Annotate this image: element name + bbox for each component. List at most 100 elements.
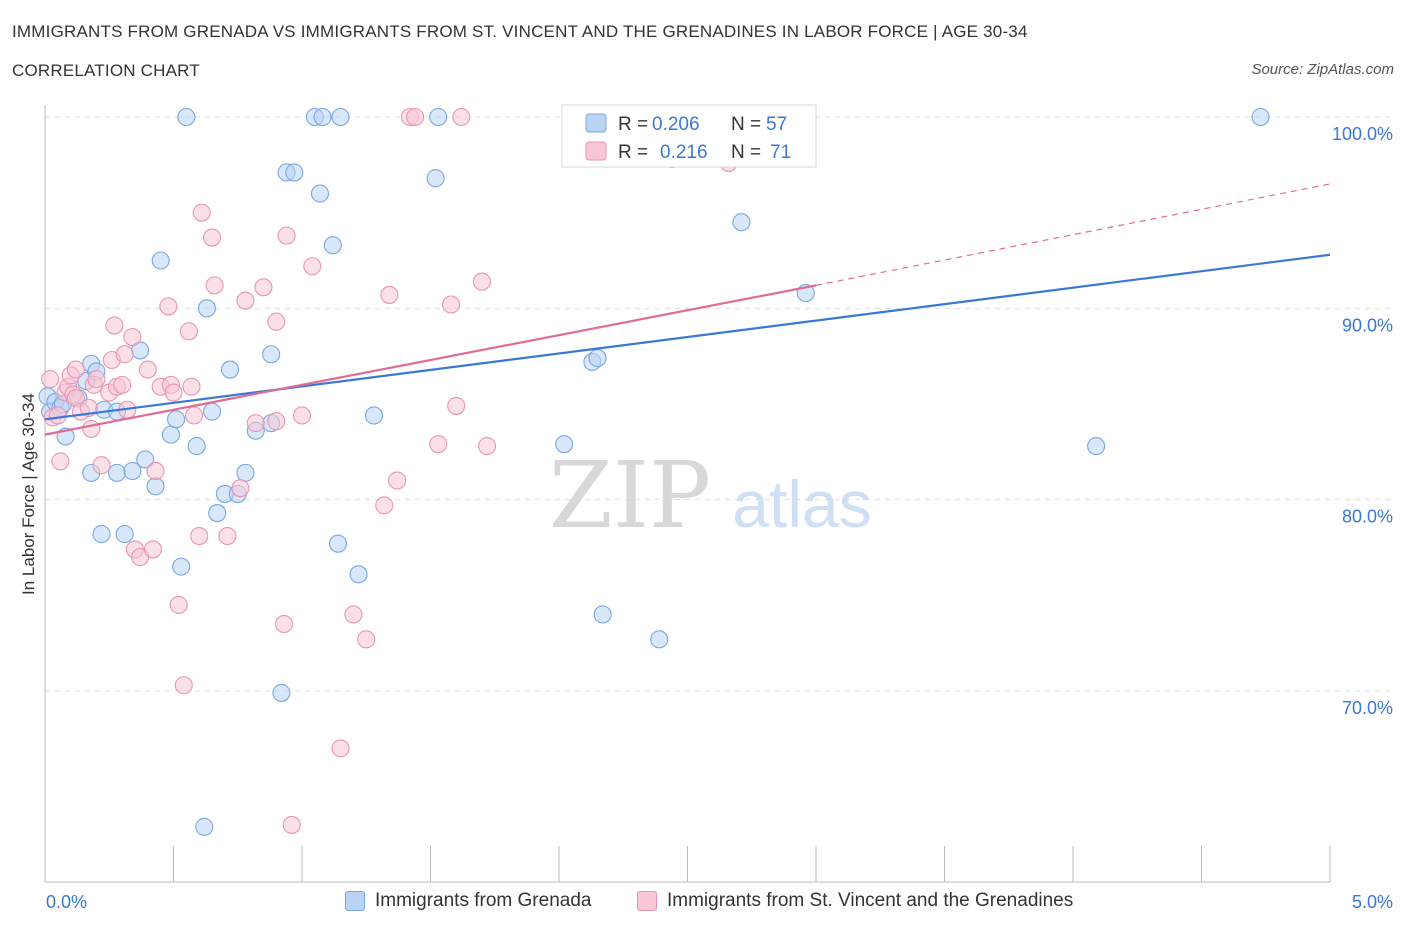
legend-swatch-blue <box>345 891 365 911</box>
x-tick-label-min: 0.0% <box>46 892 87 912</box>
point-grenada <box>203 402 222 421</box>
point-st-vincent <box>138 360 157 379</box>
point-st-vincent <box>143 540 162 559</box>
stats-r-label-2: R = <box>618 142 653 163</box>
point-grenada <box>220 360 240 379</box>
legend-swatch-pink <box>637 891 657 911</box>
point-st-vincent <box>452 107 471 127</box>
stats-n-value-2: 71 <box>770 142 791 163</box>
point-grenada <box>328 534 348 553</box>
point-st-vincent <box>477 437 497 456</box>
series-st-vincent-points <box>41 107 738 834</box>
point-grenada <box>364 406 384 425</box>
point-st-vincent <box>192 203 211 222</box>
trend-line-st-vincent-extension <box>815 183 1331 286</box>
y-tick-label-80: 80.0% <box>1342 507 1393 527</box>
point-st-vincent <box>246 414 265 433</box>
stats-legend-box: R = 0.206 N = 57 R = 0.216 N = 71 <box>561 104 817 168</box>
point-st-vincent <box>190 526 209 546</box>
stats-n-label-1: N = <box>731 114 766 135</box>
stats-swatch-pink <box>585 141 607 161</box>
point-st-vincent <box>267 412 286 431</box>
point-st-vincent <box>48 406 67 425</box>
x-tick-label-max: 5.0% <box>1352 892 1393 912</box>
point-st-vincent <box>115 345 134 364</box>
point-grenada <box>92 525 111 544</box>
point-st-vincent <box>380 285 399 304</box>
y-axis-label: In Labor Force | Age 30-34 <box>19 393 38 595</box>
point-grenada <box>115 525 134 544</box>
trend-line-st-vincent <box>44 284 817 436</box>
point-grenada <box>593 605 612 624</box>
point-grenada <box>167 410 186 429</box>
point-grenada <box>650 630 669 649</box>
axes <box>44 105 1331 883</box>
point-grenada <box>555 435 574 454</box>
point-st-vincent <box>164 383 183 402</box>
point-st-vincent <box>51 452 70 471</box>
watermark-atlas: atlas <box>732 467 871 541</box>
watermark-zip: ZIP <box>549 442 711 549</box>
point-grenada <box>429 107 448 127</box>
point-grenada <box>331 107 350 127</box>
point-st-vincent <box>303 257 322 276</box>
point-grenada <box>1087 437 1106 456</box>
y-tick-label-90: 90.0% <box>1342 315 1393 335</box>
stats-r-value-2: 0.216 <box>660 142 708 163</box>
point-st-vincent <box>205 276 224 295</box>
point-grenada <box>732 213 751 232</box>
point-st-vincent <box>105 316 124 335</box>
legend-item-st-vincent[interactable]: Immigrants from St. Vincent and the Gren… <box>637 890 1073 912</box>
point-grenada <box>161 425 180 444</box>
point-grenada <box>187 437 206 456</box>
point-st-vincent <box>179 322 198 341</box>
point-st-vincent <box>159 297 178 316</box>
point-grenada <box>195 817 214 836</box>
point-grenada <box>262 345 281 364</box>
point-st-vincent <box>231 479 250 498</box>
stats-n-label-2: N = <box>731 142 766 163</box>
point-grenada <box>349 565 368 584</box>
point-st-vincent <box>331 739 350 758</box>
point-st-vincent <box>344 605 363 624</box>
point-st-vincent <box>66 360 85 379</box>
point-st-vincent <box>274 614 294 634</box>
point-st-vincent <box>236 291 255 310</box>
point-st-vincent <box>375 496 394 515</box>
point-grenada <box>136 450 155 469</box>
y-tick-label-100: 100.0% <box>1332 124 1393 144</box>
point-grenada <box>1251 107 1270 127</box>
point-grenada <box>272 683 291 702</box>
point-st-vincent <box>146 461 165 481</box>
point-grenada <box>588 349 607 368</box>
point-st-vincent <box>174 676 193 695</box>
point-grenada <box>208 504 227 523</box>
point-st-vincent <box>472 272 491 291</box>
legend-label-st-vincent: Immigrants from St. Vincent and the Gren… <box>667 890 1074 911</box>
point-grenada <box>236 463 255 482</box>
point-grenada <box>310 184 330 203</box>
point-st-vincent <box>169 595 188 614</box>
point-grenada <box>107 463 127 482</box>
trend-lines <box>44 183 1331 436</box>
chart-title: IMMIGRANTS FROM GRENADA VS IMMIGRANTS FR… <box>12 22 1028 41</box>
point-st-vincent <box>442 295 461 314</box>
point-st-vincent <box>292 406 312 425</box>
point-st-vincent <box>123 327 142 347</box>
point-st-vincent <box>388 471 407 490</box>
point-st-vincent <box>447 396 466 415</box>
grid-lines <box>45 116 1392 692</box>
point-grenada <box>123 461 142 481</box>
series-grenada-points <box>38 107 1270 836</box>
point-st-vincent <box>406 107 425 127</box>
point-st-vincent <box>254 278 273 297</box>
point-grenada <box>197 299 216 318</box>
point-st-vincent <box>267 312 286 331</box>
point-st-vincent <box>282 815 301 834</box>
point-grenada <box>151 251 170 270</box>
source-note: Source: ZipAtlas.com <box>1251 61 1394 78</box>
y-tick-label-70: 70.0% <box>1342 698 1393 718</box>
point-st-vincent <box>277 226 296 245</box>
point-st-vincent <box>92 456 111 475</box>
legend-item-grenada[interactable]: Immigrants from Grenada <box>345 890 591 912</box>
